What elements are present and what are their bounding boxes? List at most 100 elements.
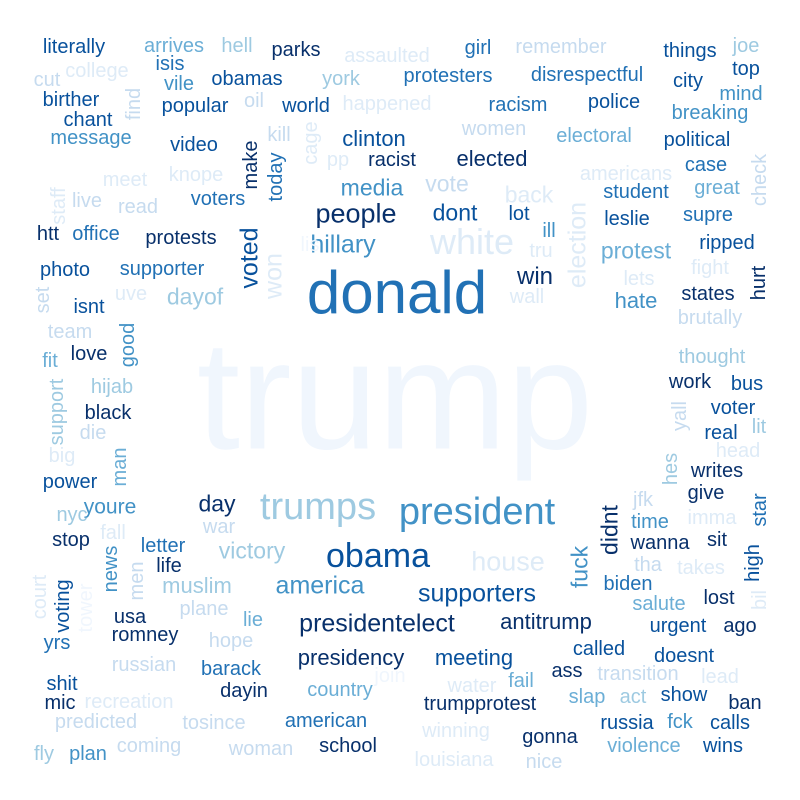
cloud-word: support — [46, 378, 68, 446]
cloud-word: voted — [235, 227, 264, 289]
cloud-word: hate — [614, 288, 658, 313]
cloud-word: court — [29, 574, 51, 620]
cloud-word: wanna — [630, 532, 690, 554]
cloud-word: head — [715, 440, 761, 462]
cloud-word: nice — [525, 751, 563, 773]
cloud-word: good — [117, 322, 139, 368]
cloud-word: lead — [701, 666, 739, 688]
cloud-word: leslie — [604, 208, 650, 230]
cloud-word: protest — [600, 237, 672, 264]
cloud-word: ban — [728, 692, 762, 714]
cloud-word: racist — [368, 149, 416, 171]
cloud-word: oil — [243, 90, 265, 112]
cloud-word: house — [471, 546, 545, 577]
cloud-word: hijab — [90, 376, 134, 398]
cloud-word: lie — [242, 609, 264, 631]
cloud-word: president — [398, 491, 556, 533]
cloud-word: electoral — [556, 125, 632, 147]
cloud-word: predicted — [54, 711, 138, 733]
cloud-word: writes — [690, 460, 744, 482]
cloud-word: romney — [111, 624, 179, 646]
cloud-word: yrs — [43, 632, 71, 654]
cloud-word: real — [704, 422, 738, 444]
cloud-word: ago — [723, 615, 757, 637]
cloud-word: youre — [83, 495, 137, 519]
cloud-word: disrespectful — [530, 64, 644, 86]
cloud-word: russia — [600, 712, 654, 734]
cloud-word: clinton — [342, 126, 406, 151]
cloud-word: vote — [425, 170, 469, 197]
cloud-word: americans — [579, 163, 673, 185]
cloud-word: fck — [667, 711, 693, 733]
cloud-word: shit — [46, 673, 78, 695]
cloud-word: lost — [703, 587, 735, 609]
cloud-word: coming — [116, 735, 182, 757]
cloud-word: dont — [432, 199, 478, 226]
cloud-word: urgent — [649, 615, 707, 637]
cloud-word: love — [70, 343, 108, 365]
cloud-word: bus — [730, 373, 764, 395]
cloud-word: men — [126, 561, 148, 601]
cloud-word: yall — [669, 400, 691, 432]
cloud-word: ripped — [699, 232, 755, 254]
cloud-word: takes — [677, 557, 725, 579]
cloud-word: chant — [63, 109, 113, 131]
cloud-word: america — [275, 571, 365, 600]
cloud-word: fuck — [566, 545, 593, 589]
cloud-word: team — [47, 321, 93, 343]
cloud-word: racism — [488, 94, 548, 116]
cloud-word: work — [668, 371, 712, 393]
cloud-word: supporters — [417, 579, 537, 608]
cloud-word: wall — [509, 286, 545, 308]
cloud-word: obamas — [211, 68, 283, 90]
cloud-word: great — [694, 177, 740, 199]
cloud-word: political — [663, 129, 731, 151]
cloud-word: meet — [102, 169, 148, 191]
cloud-word: joe — [732, 35, 760, 57]
cloud-word: letter — [140, 535, 186, 557]
cloud-word: tru — [529, 240, 553, 262]
cloud-word: hes — [660, 452, 682, 486]
cloud-word: stop — [52, 529, 90, 551]
cloud-word: day — [198, 490, 236, 517]
cloud-word: message — [50, 127, 132, 149]
cloud-word: read — [117, 196, 159, 218]
cloud-word: usa — [113, 606, 147, 628]
cloud-word: girl — [464, 37, 492, 59]
cloud-word: sit — [707, 529, 727, 551]
cloud-word: presidentelect — [299, 609, 455, 638]
cloud-word: win — [516, 263, 554, 290]
cloud-word: set — [32, 286, 54, 314]
cloud-word: htt — [36, 223, 60, 245]
cloud-word: ass — [551, 660, 583, 682]
cloud-word: high — [742, 544, 764, 582]
cloud-word: called — [572, 638, 626, 660]
cloud-word: office — [72, 223, 120, 245]
cloud-word: act — [619, 686, 647, 708]
cloud-word: tosince — [182, 712, 246, 734]
cloud-word: meeting — [434, 645, 514, 670]
cloud-word: salute — [632, 593, 686, 615]
cloud-word: recreation — [84, 691, 174, 713]
cloud-word: school — [319, 735, 377, 757]
cloud-word: imma — [687, 507, 737, 529]
cloud-word: won — [259, 253, 288, 299]
cloud-word: women — [461, 118, 527, 140]
cloud-word: black — [84, 402, 132, 424]
cloud-word: check — [749, 153, 771, 207]
cloud-word: back — [504, 181, 554, 208]
cloud-word: vile — [163, 73, 195, 95]
cloud-word: violence — [607, 735, 681, 757]
cloud-word: staff — [48, 187, 70, 225]
cloud-word: election — [563, 201, 592, 289]
cloud-word: supre — [682, 204, 734, 226]
cloud-word: obama — [326, 537, 430, 575]
cloud-word: life — [156, 555, 182, 577]
cloud-word: lis — [300, 234, 320, 256]
cloud-word: remember — [515, 36, 607, 58]
cloud-word: plane — [179, 598, 229, 620]
cloud-word: trumps — [259, 486, 377, 528]
cloud-word: kill — [267, 124, 291, 146]
cloud-word: assaulted — [344, 45, 430, 67]
cloud-word: dayof — [166, 283, 224, 310]
